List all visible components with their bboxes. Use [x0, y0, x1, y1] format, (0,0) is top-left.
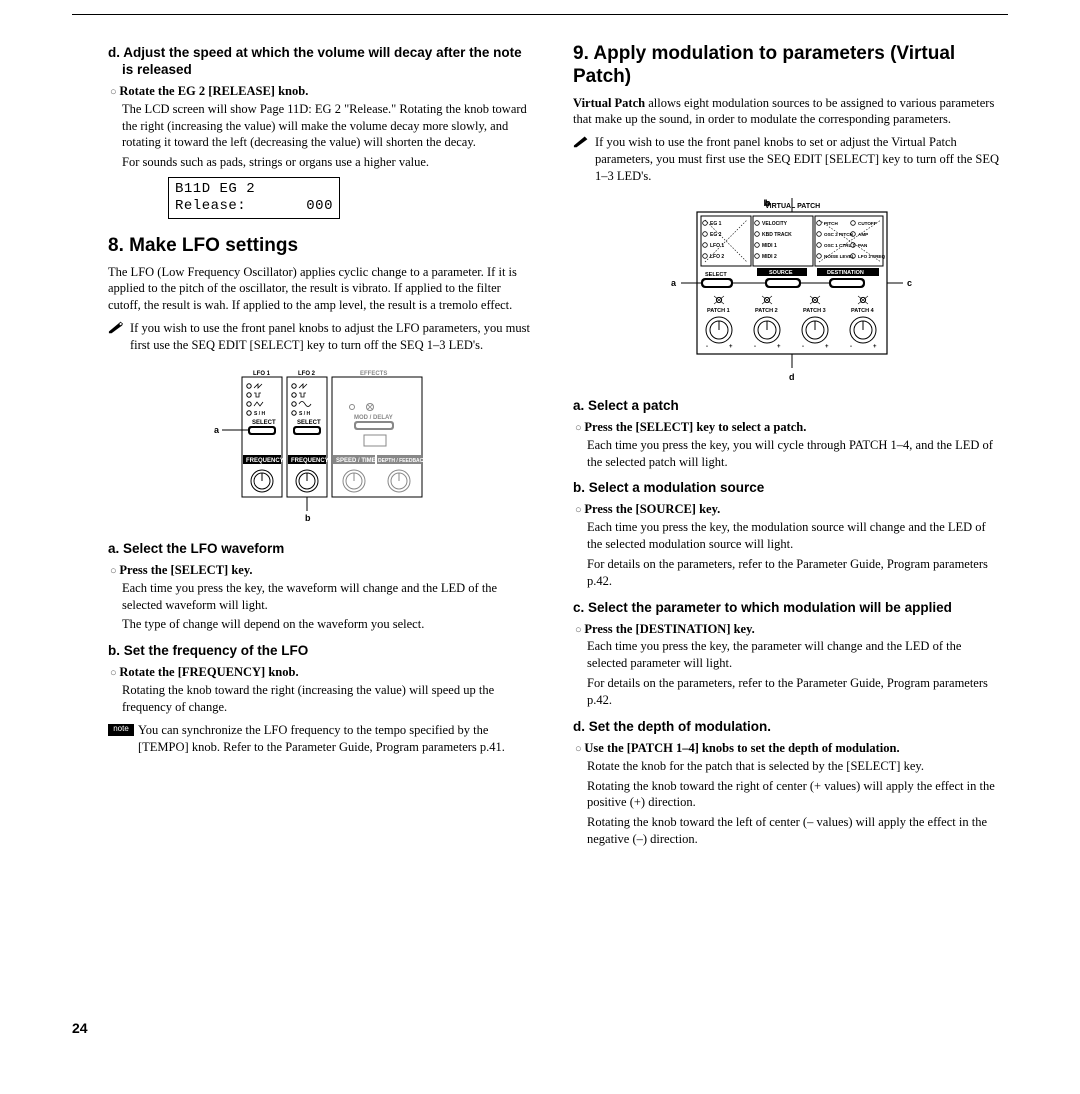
svg-text:-: -: [802, 344, 804, 350]
pencil-icon: [573, 134, 593, 148]
svg-text:b: b: [765, 198, 771, 208]
svg-text:a: a: [671, 278, 677, 288]
sec-b2-p1: Rotating the knob toward the right (incr…: [122, 682, 535, 716]
svg-text:d: d: [789, 372, 795, 382]
note-text: You can synchronize the LFO frequency to…: [138, 722, 535, 756]
svg-text:NOISE LEVEL: NOISE LEVEL: [824, 254, 855, 259]
sec-a-p2: The type of change will depend on the wa…: [122, 616, 535, 633]
svg-text:PATCH 3: PATCH 3: [803, 308, 826, 314]
svg-text:OSC 2 PITCH: OSC 2 PITCH: [824, 232, 854, 237]
sec9-pencil-text: If you wish to use the front panel knobs…: [595, 134, 1000, 185]
svg-text:PATCH 2: PATCH 2: [755, 308, 778, 314]
svg-text:SOURCE: SOURCE: [769, 270, 793, 276]
svg-text:a: a: [214, 425, 220, 435]
section-9-heading: 9. Apply modulation to parameters (Virtu…: [573, 43, 1000, 89]
svg-text:b: b: [305, 513, 311, 523]
sec-d-p2: For sounds such as pads, strings or orga…: [122, 154, 535, 171]
svg-text:DESTINATION: DESTINATION: [827, 270, 864, 276]
sec-d-heading: d. Adjust the speed at which the volume …: [108, 45, 535, 79]
svg-text:+: +: [873, 344, 877, 350]
svg-text:LFO 2 FREQ: LFO 2 FREQ: [858, 254, 885, 259]
svg-text:VELOCITY: VELOCITY: [762, 221, 788, 227]
svg-text:+: +: [729, 344, 733, 350]
svg-text:S / H: S / H: [254, 411, 266, 417]
lcd-line1: B11D EG 2: [175, 181, 255, 198]
svg-text:LFO 1: LFO 1: [253, 371, 271, 377]
svg-text:FREQUENCY: FREQUENCY: [291, 458, 329, 464]
svg-text:SPEED / TIME: SPEED / TIME: [336, 458, 376, 464]
svg-text:EG 1: EG 1: [710, 221, 722, 227]
svg-text:SELECT: SELECT: [297, 420, 321, 426]
svg-text:MOD / DELAY: MOD / DELAY: [354, 415, 393, 421]
sec-d-action: Rotate the EG 2 [RELEASE] knob.: [122, 83, 535, 100]
svg-text:-: -: [706, 344, 708, 350]
lcd-line2-left: Release:: [175, 198, 246, 215]
sec-d-p1: The LCD screen will show Page 11D: EG 2 …: [122, 101, 535, 152]
svg-text:c: c: [907, 278, 912, 288]
lcd-display: B11D EG 2 Release: 000: [168, 177, 340, 219]
sec-b2-action: Rotate the [FREQUENCY] knob.: [122, 664, 535, 681]
svg-text:MIDI 2: MIDI 2: [762, 254, 777, 260]
sec-rc-p2: For details on the parameters, refer to …: [587, 675, 1000, 709]
svg-text:LFO 1: LFO 1: [710, 243, 724, 249]
svg-text:SELECT: SELECT: [705, 272, 727, 278]
sec-rb-action: Press the [SOURCE] key.: [587, 501, 1000, 518]
sec-rb-p1: Each time you press the key, the modulat…: [587, 519, 1000, 553]
sec9-intro: Virtual Patch allows eight modulation so…: [573, 95, 1000, 129]
lfo-panel-diagram: LFO 1 LFO 2 EFFECTS S / H S / H SELE: [212, 367, 432, 527]
sec-rd-heading: d. Set the depth of modulation.: [573, 719, 1000, 736]
sec-a-p1: Each time you press the key, the wavefor…: [122, 580, 535, 614]
left-column: d. Adjust the speed at which the volume …: [72, 35, 535, 1038]
virtual-patch-diagram: VIRTUAL PATCH EG 1EG 2LFO 1LFO 2VELOCITY…: [657, 198, 917, 384]
sec-rc-heading: c. Select the parameter to which modulat…: [573, 600, 1000, 617]
right-column: 9. Apply modulation to parameters (Virtu…: [573, 35, 1008, 1038]
svg-text:-: -: [754, 344, 756, 350]
svg-text:+: +: [825, 344, 829, 350]
sec-rd-p3: Rotating the knob toward the left of cen…: [587, 814, 1000, 848]
sec-ra-action: Press the [SELECT] key to select a patch…: [587, 419, 1000, 436]
svg-text:S / H: S / H: [299, 411, 311, 417]
svg-text:EFFECTS: EFFECTS: [360, 371, 387, 377]
page-number: 24: [72, 1019, 88, 1038]
section-8-heading: 8. Make LFO settings: [108, 235, 535, 258]
sec-a-heading: a. Select the LFO waveform: [108, 541, 535, 558]
sec-rc-p1: Each time you press the key, the paramet…: [587, 638, 1000, 672]
sec-rb-p2: For details on the parameters, refer to …: [587, 556, 1000, 590]
sec8-intro: The LFO (Low Frequency Oscillator) appli…: [108, 264, 535, 315]
lcd-line2-right: 000: [306, 198, 333, 215]
svg-text:SELECT: SELECT: [252, 420, 276, 426]
note-row: note You can synchronize the LFO frequen…: [108, 722, 535, 759]
pencil-icon: [108, 320, 128, 334]
sec-rc-action: Press the [DESTINATION] key.: [587, 621, 1000, 638]
sec-ra-p1: Each time you press the key, you will cy…: [587, 437, 1000, 471]
svg-text:VIRTUAL PATCH: VIRTUAL PATCH: [765, 203, 820, 210]
sec8-pencil-text: If you wish to use the front panel knobs…: [130, 320, 535, 354]
svg-text:MIDI 1: MIDI 1: [762, 243, 777, 249]
svg-text:PATCH 1: PATCH 1: [707, 308, 730, 314]
note-icon: note: [108, 724, 134, 736]
sec-b2-heading: b. Set the frequency of the LFO: [108, 643, 535, 660]
svg-text:FREQUENCY: FREQUENCY: [246, 458, 284, 464]
svg-text:PATCH 4: PATCH 4: [851, 308, 875, 314]
sec-rd-p1: Rotate the knob for the patch that is se…: [587, 758, 1000, 775]
svg-text:LFO 2: LFO 2: [298, 371, 316, 377]
sec-rb-heading: b. Select a modulation source: [573, 480, 1000, 497]
svg-text:DEPTH / FEEDBACK: DEPTH / FEEDBACK: [378, 458, 427, 464]
sec-a-action: Press the [SELECT] key.: [122, 562, 535, 579]
svg-text:-: -: [850, 344, 852, 350]
sec-rd-p2: Rotating the knob toward the right of ce…: [587, 778, 1000, 812]
pencil-row-9: If you wish to use the front panel knobs…: [573, 134, 1000, 188]
svg-text:PITCH: PITCH: [824, 221, 838, 226]
pencil-note-row: If you wish to use the front panel knobs…: [108, 320, 535, 357]
sec-ra-heading: a. Select a patch: [573, 398, 1000, 415]
sec-rd-action: Use the [PATCH 1–4] knobs to set the dep…: [587, 740, 1000, 757]
svg-text:KBD TRACK: KBD TRACK: [762, 232, 792, 238]
svg-text:CUTOFF: CUTOFF: [858, 221, 877, 226]
svg-text:+: +: [777, 344, 781, 350]
